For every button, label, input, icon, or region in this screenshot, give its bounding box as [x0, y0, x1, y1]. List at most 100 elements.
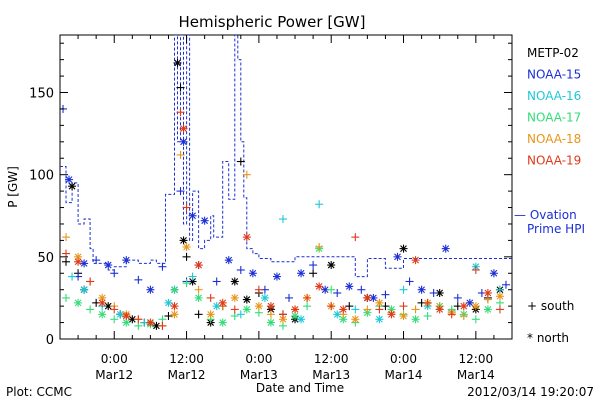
data-point	[236, 265, 245, 274]
data-point	[327, 302, 336, 311]
data-point	[272, 272, 281, 281]
marker-stroke	[412, 315, 419, 323]
marker-stroke	[369, 294, 377, 302]
data-point	[327, 261, 336, 270]
data-point	[122, 311, 131, 320]
data-point	[218, 298, 227, 307]
marker-stroke	[213, 302, 221, 310]
data-point	[315, 242, 324, 251]
data-point	[411, 305, 420, 314]
marker-stroke	[400, 312, 407, 320]
data-point	[104, 261, 113, 270]
data-point	[248, 269, 257, 278]
data-point	[74, 298, 83, 307]
data-point	[62, 233, 71, 242]
data-point	[351, 233, 360, 242]
marker-stroke	[418, 286, 425, 294]
data-point	[242, 170, 251, 179]
data-point	[483, 288, 492, 297]
data-point	[179, 124, 188, 133]
x-tick-label-date: Mar13	[312, 368, 350, 382]
data-point	[194, 261, 203, 270]
data-point	[315, 200, 324, 209]
marker-stroke	[412, 256, 419, 264]
marker-stroke	[80, 260, 88, 267]
data-point	[483, 305, 492, 314]
y-tick-label: 0	[46, 333, 54, 348]
x-tick-label-date: Mar12	[168, 368, 206, 382]
data-point	[134, 315, 143, 324]
data-point	[158, 321, 167, 330]
plot-frame	[59, 34, 513, 340]
marker-stroke	[333, 310, 341, 318]
x-tick-label-time: 0:00	[245, 352, 272, 366]
data-point	[333, 288, 342, 297]
data-point	[501, 280, 510, 289]
data-point	[260, 293, 269, 302]
data-point	[68, 272, 77, 281]
legend-item: NOAA-17	[527, 111, 581, 125]
data-point	[453, 293, 462, 302]
y-tick-label: 100	[29, 169, 54, 184]
data-point	[92, 256, 101, 265]
data-point	[194, 310, 203, 319]
marker-stroke	[122, 319, 130, 326]
data-point	[65, 175, 74, 184]
legend-item: NOAA-19	[527, 154, 581, 168]
data-point	[170, 302, 179, 311]
data-point	[266, 310, 275, 319]
data-point	[242, 233, 251, 242]
marker-stroke	[195, 294, 203, 302]
data-point	[315, 282, 324, 291]
marker-stroke	[171, 310, 178, 318]
data-point	[309, 261, 318, 270]
marker-stroke	[363, 294, 371, 302]
marker-stroke	[116, 310, 124, 318]
data-point	[170, 310, 179, 319]
data-point	[297, 269, 306, 278]
x-tick-label-time: 0:00	[101, 352, 128, 366]
legend-south: + south	[527, 299, 574, 313]
marker-stroke	[376, 315, 383, 323]
data-point	[230, 277, 239, 286]
marker-stroke	[267, 319, 275, 326]
data-point	[230, 305, 239, 314]
data-point	[327, 285, 336, 294]
marker-stroke	[171, 286, 178, 294]
data-point	[86, 305, 95, 314]
data-point	[236, 310, 245, 319]
marker-stroke	[122, 256, 130, 264]
data-point	[351, 305, 360, 314]
data-point	[447, 310, 456, 319]
marker-stroke	[460, 302, 468, 310]
data-point	[435, 305, 444, 314]
data-point	[188, 272, 197, 281]
data-point	[188, 211, 197, 220]
data-point	[179, 137, 188, 146]
data-point	[387, 310, 396, 319]
data-point	[164, 298, 173, 307]
data-point	[62, 257, 71, 266]
legend-ovation-2: Prime HPI	[527, 222, 585, 236]
data-point	[173, 58, 182, 67]
data-point	[254, 302, 263, 311]
marker-stroke	[219, 299, 227, 307]
data-point	[399, 311, 408, 320]
data-point	[393, 252, 402, 261]
data-point	[351, 315, 360, 324]
data-point	[411, 315, 420, 324]
marker-stroke	[261, 294, 269, 302]
data-point	[134, 275, 143, 284]
data-point	[200, 216, 209, 225]
marker-stroke	[171, 302, 178, 310]
data-point	[80, 259, 89, 268]
data-point	[176, 83, 185, 92]
data-point	[471, 302, 480, 311]
data-point	[146, 318, 155, 327]
data-point	[170, 285, 179, 294]
marker-stroke	[400, 245, 407, 253]
marker-stroke	[315, 283, 323, 290]
x-tick-label-date: Mar14	[457, 368, 495, 382]
marker-stroke	[183, 243, 190, 251]
marker-stroke	[327, 261, 335, 269]
